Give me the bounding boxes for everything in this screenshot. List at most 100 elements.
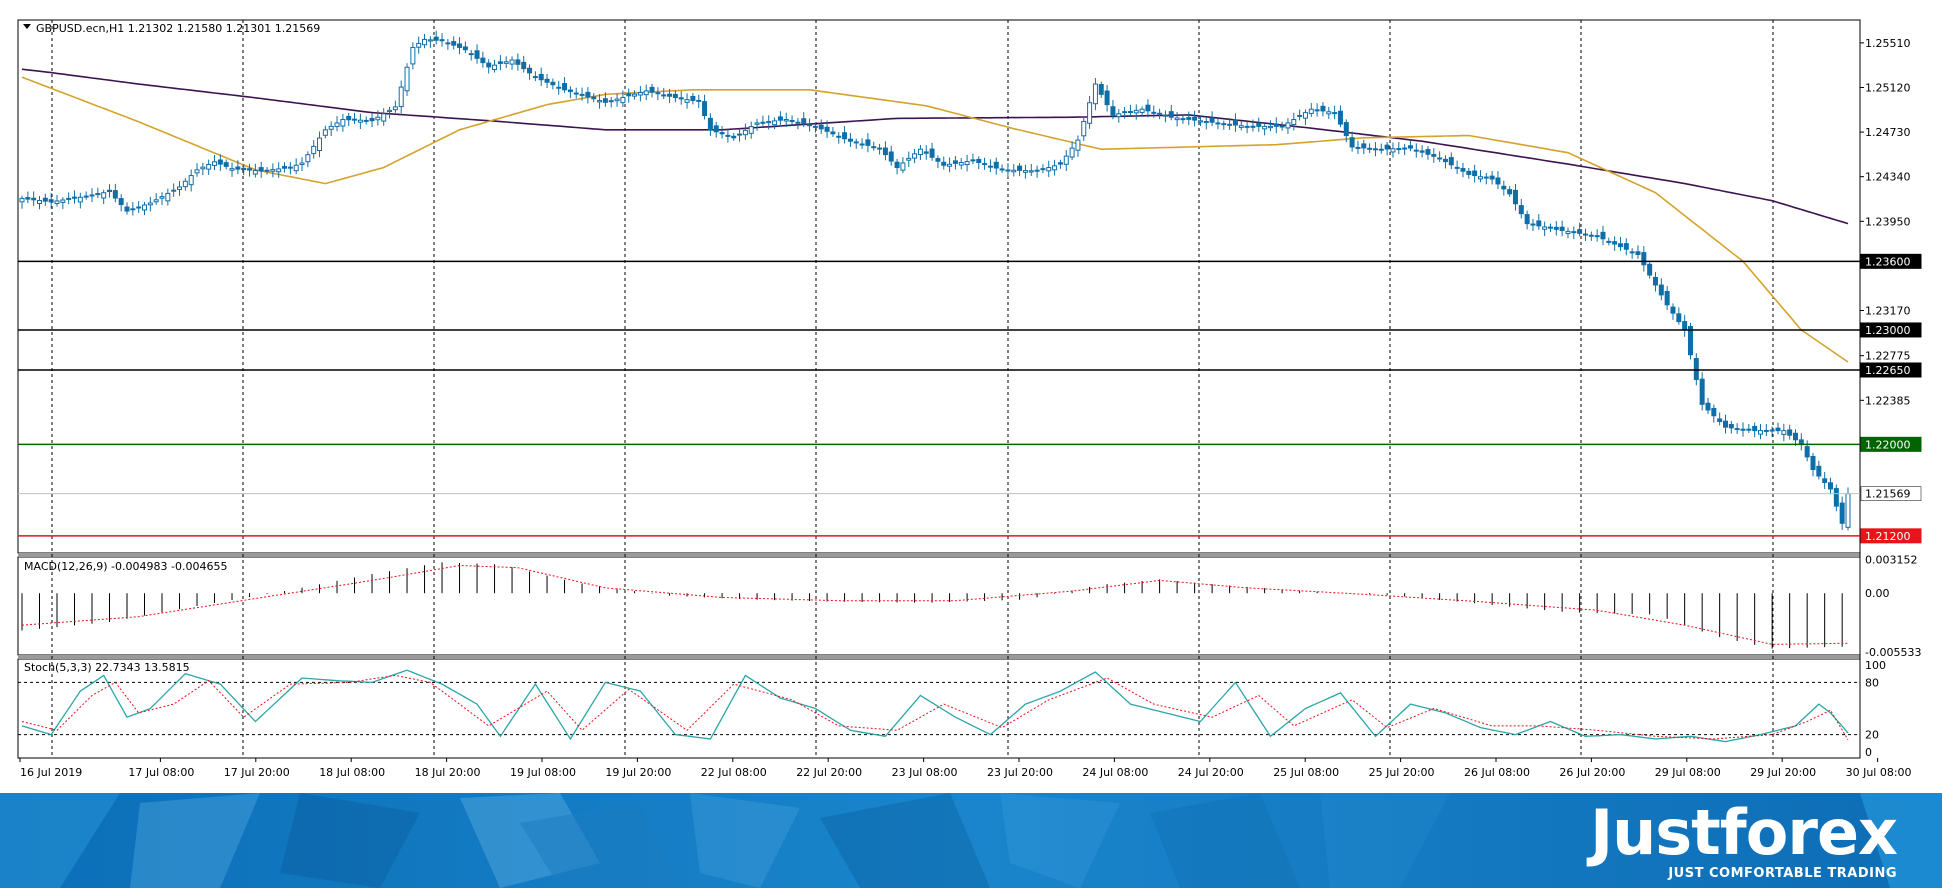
candle-body	[1192, 116, 1198, 121]
candle-body	[147, 202, 153, 206]
level-price-label: 1.21200	[1865, 530, 1911, 543]
candle-body	[1133, 109, 1139, 114]
candle-body	[1711, 407, 1717, 417]
candle-body	[987, 165, 993, 168]
candle-body	[270, 169, 276, 172]
candle-body	[877, 147, 883, 150]
candle-body	[1717, 418, 1723, 422]
candle-body	[731, 135, 737, 139]
candle-body	[416, 42, 422, 48]
candle-body	[1157, 112, 1163, 115]
candle-body	[521, 61, 527, 70]
candle-body	[1186, 117, 1192, 120]
macd-tick-label: 0.003152	[1865, 554, 1918, 567]
candle-body	[462, 46, 468, 51]
candle-body	[1512, 189, 1518, 205]
candle-body	[1542, 226, 1548, 230]
candle-body	[1699, 378, 1705, 405]
candle-body	[1302, 112, 1308, 119]
candle-body	[643, 90, 649, 96]
candle-body	[1028, 170, 1034, 173]
price-tick-label: 1.25510	[1865, 37, 1911, 50]
candle-body	[171, 189, 177, 192]
candle-body	[1402, 147, 1408, 150]
candle-body	[1308, 108, 1314, 114]
time-tick-label: 16 Jul 2019	[20, 766, 82, 779]
candle-body	[1291, 119, 1297, 125]
candle-body	[1320, 105, 1326, 112]
candle-body	[847, 138, 853, 142]
candle-body	[258, 167, 264, 172]
candle-body	[1582, 233, 1588, 236]
candle-body	[766, 121, 772, 124]
candle-body	[31, 197, 37, 201]
candle-body	[165, 192, 171, 202]
candle-body	[264, 169, 270, 172]
panel-separator	[18, 655, 1860, 659]
candle-body	[1419, 150, 1425, 153]
macd-label: MACD(12,26,9) -0.004983 -0.004655	[24, 560, 227, 573]
candle-body	[1577, 229, 1583, 234]
candle-body	[742, 129, 748, 136]
candle-body	[206, 163, 212, 170]
level-price-label: 1.22650	[1865, 364, 1911, 377]
candle-body	[888, 151, 894, 162]
candle-body	[993, 161, 999, 169]
candle-body	[200, 166, 206, 170]
macd-tick-label: -0.005533	[1865, 646, 1921, 659]
macd-tick-label: 0.00	[1865, 587, 1890, 600]
candle-body	[1553, 226, 1559, 230]
candle-body	[1740, 428, 1746, 431]
candle-body	[684, 99, 690, 103]
candle-body	[1752, 425, 1758, 432]
candle-body	[1629, 251, 1635, 254]
candle-body	[1057, 162, 1063, 165]
candle-body	[1005, 169, 1011, 172]
candle-body	[1238, 125, 1244, 128]
footer-banner	[0, 793, 1942, 888]
candle-body	[1839, 502, 1845, 524]
candle-body	[1017, 165, 1023, 171]
time-tick-label: 29 Jul 20:00	[1750, 766, 1816, 779]
candle-body	[1477, 176, 1483, 180]
candle-body	[760, 121, 766, 124]
candle-body	[1215, 122, 1221, 125]
level-price-tag	[1860, 528, 1922, 544]
candle-body	[1162, 114, 1168, 117]
candle-body	[311, 145, 317, 155]
panel-separator	[18, 553, 1860, 557]
candle-body	[1652, 276, 1658, 286]
candle-body	[1256, 122, 1262, 127]
candle-body	[1804, 446, 1810, 458]
candle-body	[1536, 220, 1542, 227]
candle-body	[1355, 146, 1361, 149]
moving-average-line	[21, 68, 1849, 225]
candle-body	[503, 61, 509, 64]
candle-body	[882, 147, 888, 156]
candle-body	[947, 163, 953, 167]
candle-body	[1612, 241, 1618, 245]
candle-body	[118, 198, 124, 206]
candle-body	[1507, 189, 1513, 195]
candle-body	[188, 175, 194, 186]
candle-body	[1407, 145, 1413, 149]
candle-body	[1483, 176, 1489, 179]
candle-body	[597, 100, 603, 103]
candle-body	[737, 133, 743, 136]
candle-body	[608, 100, 614, 103]
candle-body	[1110, 106, 1116, 116]
candle-body	[235, 166, 241, 170]
candle-body	[37, 199, 43, 204]
price-panel	[17, 19, 1861, 554]
level-price-tag	[1860, 322, 1922, 338]
candle-body	[906, 157, 912, 161]
candle-body	[387, 109, 393, 113]
candle-body	[941, 161, 947, 166]
candle-body	[1343, 122, 1349, 137]
candle-body	[25, 197, 31, 200]
candle-body	[357, 119, 363, 123]
candle-body	[777, 116, 783, 121]
time-tick-label: 22 Jul 08:00	[701, 766, 767, 779]
candle-body	[1063, 155, 1069, 165]
candle-body	[497, 61, 503, 64]
